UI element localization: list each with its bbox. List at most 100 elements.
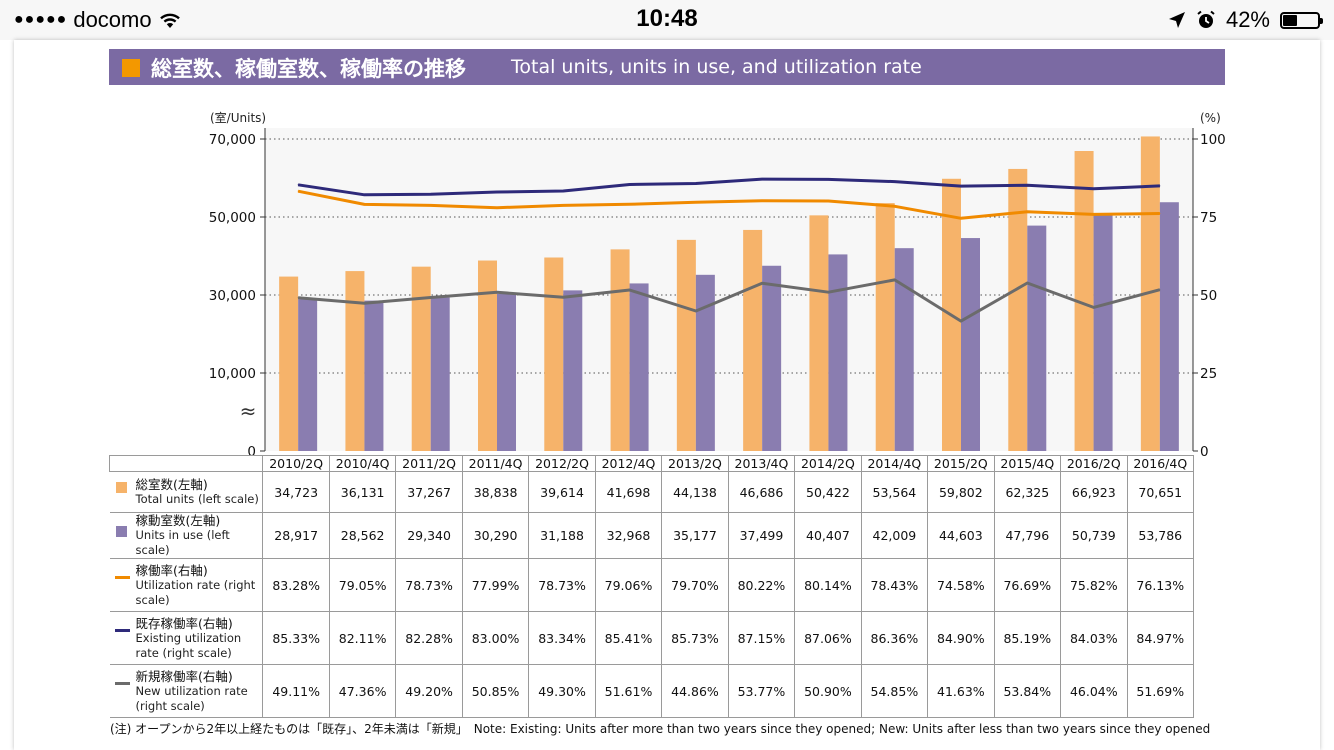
table-cell: 79.05% <box>328 558 397 612</box>
column-header: 2010/2Q <box>262 455 330 472</box>
bar-units-in-use <box>298 299 318 451</box>
row-label: 新規稼働率(右軸) New utilization rate (right sca… <box>109 664 264 718</box>
bar-units-in-use <box>563 290 583 451</box>
table-cell: 51.61% <box>594 664 663 718</box>
point-existing <box>496 191 498 193</box>
table-cell: 78.73% <box>395 558 463 612</box>
point-existing <box>894 181 896 183</box>
point-existing <box>761 178 763 180</box>
location-arrow-icon <box>1168 12 1185 28</box>
point-existing <box>960 185 962 187</box>
axis-break-symbol: ≈ <box>240 399 257 423</box>
table-cell: 53,564 <box>860 471 929 513</box>
status-bar: ●●●●● docomo 10:48 42% <box>0 0 1334 40</box>
table-cell: 44,603 <box>927 512 995 559</box>
carrier-name: docomo <box>73 7 152 32</box>
table-cell: 50.90% <box>794 664 862 718</box>
footnote: (注) オープンから2年以上経たものは「既存」、2年未満は「新規」 Note: … <box>110 722 1211 736</box>
point-util <box>297 190 299 192</box>
row-label: 稼働率(右軸) Utilization rate (right scale) <box>109 558 264 612</box>
table-cell: 46.04% <box>1060 664 1128 718</box>
bar-total-units <box>345 271 365 451</box>
bar-total-units <box>1008 168 1028 451</box>
table-cell: 62,325 <box>993 471 1062 513</box>
series-name-en: Existing utilization rate (right scale) <box>135 630 242 660</box>
point-new <box>761 282 763 284</box>
point-util <box>363 203 365 205</box>
table-cell: 84.90% <box>927 611 995 665</box>
point-new <box>496 291 498 293</box>
right-tick-label: 50 <box>1200 288 1217 304</box>
point-new <box>1026 282 1028 284</box>
table-cell: 78.73% <box>528 558 596 612</box>
table-cell: 85.33% <box>262 611 330 665</box>
series-name-jp: 総室数(左軸) <box>135 477 208 492</box>
table-cell: 42,009 <box>860 512 929 559</box>
table-cell: 50,739 <box>1060 512 1128 559</box>
row-label: 既存稼働率(右軸) Existing utilization rate (righ… <box>109 611 264 665</box>
table-cell: 82.28% <box>395 611 463 665</box>
table-cell: 84.03% <box>1060 611 1128 665</box>
table-cell: 77.99% <box>461 558 530 612</box>
point-new <box>1093 306 1095 308</box>
table-cell: 40,407 <box>794 512 862 559</box>
wifi-icon <box>159 13 180 28</box>
table-cell: 79.70% <box>661 558 729 612</box>
data-table: 2010/2Q 2010/4Q 2011/2Q 2011/4Q 2012/2Q 2012/… <box>108 455 1195 718</box>
series-name-en: New utilization rate (right scale) <box>135 683 248 713</box>
point-util <box>430 204 432 206</box>
bar-units-in-use <box>1159 202 1179 451</box>
table-cell: 47.36% <box>328 664 397 718</box>
point-util <box>761 200 763 202</box>
point-new <box>562 296 564 298</box>
left-tick-label: 50,000 <box>209 210 256 226</box>
point-existing <box>297 184 299 186</box>
table-cell: 76.13% <box>1126 558 1195 612</box>
point-existing <box>1093 188 1095 190</box>
row-label: 総室数(左軸) Total units (left scale) <box>109 471 264 513</box>
table-cell: 83.28% <box>262 558 330 612</box>
status-left: ●●●●● docomo <box>14 7 182 33</box>
left-tick-label: 70,000 <box>209 132 256 148</box>
bar-units-in-use <box>1027 225 1047 451</box>
column-header: 2014/4Q <box>860 455 929 472</box>
point-existing <box>1026 184 1028 186</box>
table-cell: 87.06% <box>794 611 862 665</box>
point-new <box>297 297 299 299</box>
left-tick-label: 30,000 <box>209 288 256 304</box>
table-cell: 53,786 <box>1126 512 1195 559</box>
legend-swatch <box>114 629 130 632</box>
table-cell: 83.00% <box>461 611 530 665</box>
table-cell: 28,562 <box>328 512 397 559</box>
point-existing <box>695 183 697 185</box>
table-cell: 36,131 <box>328 471 397 513</box>
table-header-row: 2010/2Q 2010/4Q 2011/2Q 2011/4Q 2012/2Q 2012/… <box>108 455 1195 472</box>
series-name-jp: 稼動室数(左軸) <box>135 513 221 528</box>
right-tick-label: 100 <box>1200 132 1226 148</box>
bar-units-in-use <box>1093 214 1113 451</box>
table-cell: 28,917 <box>262 512 330 559</box>
table-cell: 38,838 <box>461 471 530 513</box>
table-cell: 85.41% <box>594 611 663 665</box>
series-name-en: Total units (left scale) <box>135 492 259 506</box>
bar-units-in-use <box>629 283 649 451</box>
table-cell: 75.82% <box>1060 558 1128 612</box>
column-header: 2010/4Q <box>328 455 397 472</box>
table-row: 新規稼働率(右軸) New utilization rate (right sca… <box>109 664 1195 718</box>
bar-total-units <box>676 239 696 451</box>
point-new <box>827 291 829 293</box>
table-cell: 80.22% <box>727 558 796 612</box>
bar-total-units <box>610 249 630 451</box>
left-tick-label: 0 <box>247 444 256 460</box>
bar-total-units <box>411 266 431 451</box>
table-cell: 78.43% <box>860 558 929 612</box>
left-axis-label: (室/Units) <box>210 110 266 125</box>
column-header: 2013/4Q <box>727 455 796 472</box>
table-cell: 86.36% <box>860 611 929 665</box>
column-header: 2014/2Q <box>794 455 862 472</box>
right-axis-label: (%) <box>1200 111 1221 125</box>
table-cell: 46,686 <box>727 471 796 513</box>
point-new <box>894 279 896 281</box>
table-row: 総室数(左軸) Total units (left scale) 34,723 36,… <box>109 471 1195 513</box>
table-cell: 83.34% <box>528 611 596 665</box>
